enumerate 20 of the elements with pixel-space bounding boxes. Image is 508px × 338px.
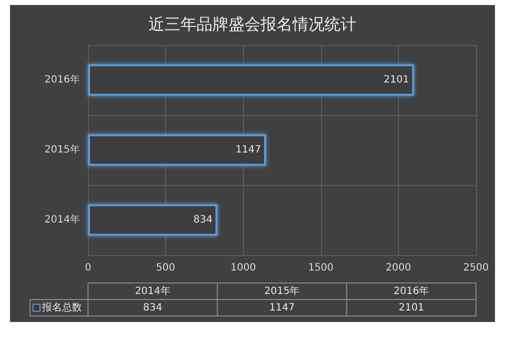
category-label: 2015年 [264, 286, 300, 297]
y-tick-label: 2015年 [44, 144, 80, 156]
text: 2101 [398, 302, 424, 314]
y-tick-label: 2016年 [44, 74, 80, 86]
y-tick-label: 2014年 [44, 214, 80, 226]
category-label: 2014年 [134, 286, 170, 297]
x-tick-label: 2000 [386, 262, 412, 274]
x-tick-label: 1500 [308, 262, 334, 274]
category-label: 2016年 [394, 286, 430, 297]
legend-label: 报名总数 [41, 301, 82, 314]
data-label: 1147 [236, 144, 262, 156]
text: 834 [143, 302, 162, 314]
x-tick-label: 1000 [230, 262, 256, 274]
x-tick-label: 2500 [463, 262, 489, 274]
x-tick-label: 0 [84, 262, 92, 274]
text: 1147 [269, 302, 295, 314]
x-tick-label: 500 [156, 262, 176, 274]
data-label: 2101 [384, 74, 410, 86]
chart-title: 近三年品牌盛会报名情况统计 [148, 14, 356, 34]
data-label: 834 [193, 214, 212, 226]
